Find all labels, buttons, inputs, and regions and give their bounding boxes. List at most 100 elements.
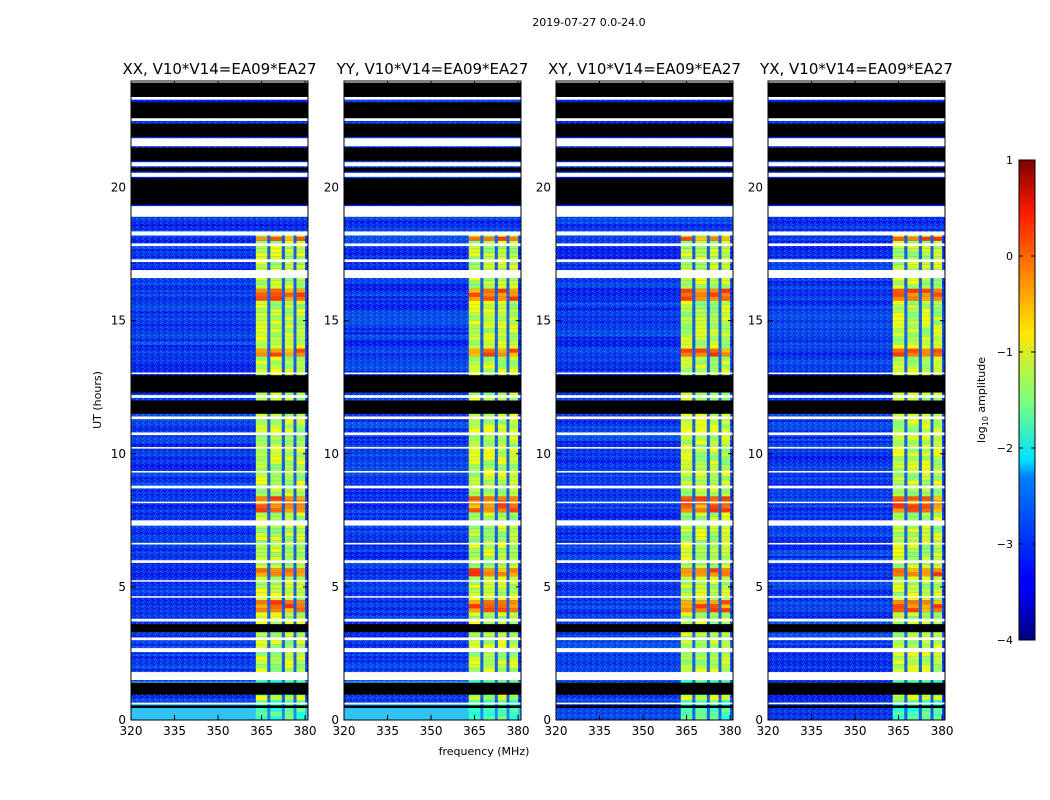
signal-cell [907,472,919,477]
signal-cell [921,284,931,289]
signal-cell [695,340,707,345]
signal-cell [721,600,731,605]
flag-white [131,395,308,398]
signal-cell [270,440,282,445]
signal-cell [680,644,693,649]
signal-cell [721,240,731,245]
signal-cell [497,612,507,617]
signal-cell [695,364,707,369]
x-tick-label: 320 [333,724,356,738]
signal-cell [468,532,481,537]
signal-cell [509,532,519,537]
signal-cell [907,716,919,720]
signal-cell [497,356,507,361]
signal-cell [509,544,519,549]
flag-white [344,672,521,681]
x-tick-label: 350 [420,724,443,738]
signal-cell [270,276,282,281]
signal-cell [680,276,693,281]
signal-cell [468,552,481,557]
signal-cell [709,240,719,245]
signal-cell [892,368,905,373]
signal-cell [695,248,707,253]
signal-cell [270,664,282,669]
signal-cell [721,452,731,457]
signal-cell [270,492,282,497]
signal-cell [695,480,707,485]
signal-cell [721,504,731,509]
signal-cell [296,472,306,477]
signal-cell [255,448,268,453]
signal-cell [721,260,731,265]
signal-cell [921,556,931,561]
signal-cell [284,440,294,445]
signal-cell [296,356,306,361]
flag-white [556,637,733,641]
signal-cell [270,364,282,369]
y-tick-label: 15 [324,314,339,328]
signal-cell [721,716,731,720]
signal-cell [255,320,268,325]
signal-cell [509,600,519,605]
flag-black [131,375,308,393]
flag-white [768,416,945,420]
signal-cell [892,632,905,637]
signal-cell [468,368,481,373]
flag-white [768,81,945,83]
signal-cell [509,296,519,301]
signal-cell [907,324,919,329]
signal-cell [680,288,693,293]
signal-cell [892,576,905,581]
signal-cell [509,496,519,501]
signal-cell [509,680,519,685]
signal-cell [892,664,905,669]
signal-cell [892,592,905,597]
signal-cell [695,292,707,297]
signal-cell [509,396,519,401]
signal-cell [468,444,481,449]
signal-cell [255,652,268,657]
signal-cell [509,476,519,481]
flag-white [344,206,521,217]
signal-cell [721,592,731,597]
spectrogram [344,81,521,720]
signal-cell [907,468,919,473]
signal-cell [709,424,719,429]
signal-cell [483,340,495,345]
signal-cell [695,304,707,309]
flag-white [344,580,521,582]
signal-cell [892,708,905,713]
signal-cell [483,536,495,541]
signal-cell [296,548,306,553]
flag-white [131,672,308,681]
signal-cell [468,236,481,241]
signal-cell [892,596,905,601]
signal-cell [483,708,495,713]
signal-cell [497,644,507,649]
x-tick-label: 320 [545,724,568,738]
signal-cell [892,324,905,329]
signal-cell [721,588,731,593]
signal-cell [284,412,294,417]
signal-cell [270,540,282,545]
signal-cell [509,372,519,377]
signal-cell [284,316,294,321]
signal-cell [296,328,306,333]
signal-cell [695,260,707,265]
flag-white [344,243,521,247]
signal-cell [255,708,268,713]
signal-cell [509,452,519,457]
signal-cell [483,428,495,433]
signal-cell [255,532,268,537]
flag-white [556,270,733,279]
signal-cell [921,552,931,557]
flag-white [768,447,945,449]
signal-cell [695,668,707,673]
signal-cell [468,300,481,305]
signal-cell [497,392,507,397]
signal-cell [296,616,306,621]
flag-white [556,243,733,247]
signal-cell [892,660,905,665]
signal-cell [270,464,282,469]
signal-cell [483,412,495,417]
